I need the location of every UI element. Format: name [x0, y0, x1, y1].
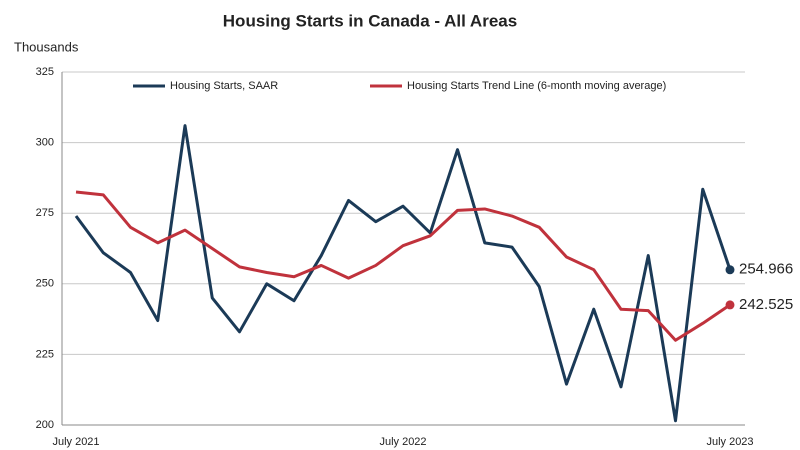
- series-line: [75, 190, 731, 342]
- y-tick-label: 325: [36, 66, 54, 78]
- x-tick-label: July 2023: [706, 436, 753, 448]
- y-tick-label: 250: [36, 278, 54, 290]
- series-line: [74, 124, 732, 423]
- end-point: [725, 265, 735, 275]
- chart-title: Housing Starts in Canada - All Areas: [223, 11, 517, 30]
- y-tick-label: 200: [36, 419, 54, 431]
- y-tick-label: 300: [36, 137, 54, 149]
- y-axis-label: Thousands: [14, 39, 79, 54]
- y-tick-label: 225: [36, 348, 54, 360]
- data-label: 254.966: [739, 261, 793, 278]
- end-point: [725, 300, 735, 310]
- legend-label: Housing Starts Trend Line (6-month movin…: [407, 80, 666, 92]
- legend-label: Housing Starts, SAAR: [170, 80, 278, 92]
- x-tick-label: July 2021: [52, 436, 99, 448]
- y-tick-label: 275: [36, 207, 54, 219]
- data-label: 242.525: [739, 296, 793, 313]
- x-tick-label: July 2022: [379, 436, 426, 448]
